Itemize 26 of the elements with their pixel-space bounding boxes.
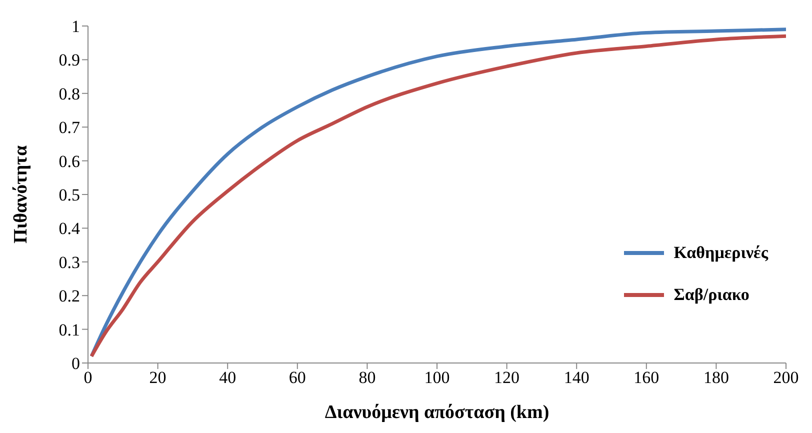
x-tick-label: 100 — [424, 368, 450, 388]
y-tick-label: 0.8 — [58, 84, 80, 104]
y-tick-label: 0.9 — [58, 50, 80, 70]
x-axis-title: Διανυόμενη απόσταση (km) — [324, 402, 550, 423]
y-tick-label: 0.7 — [58, 118, 80, 138]
x-tick-label: 180 — [703, 368, 729, 388]
x-tick-label: 140 — [564, 368, 590, 388]
y-tick-label: 0.5 — [58, 186, 80, 205]
y-tick-label: 0 — [72, 354, 80, 374]
x-tick-label: 200 — [773, 368, 799, 388]
x-tick-label: 40 — [219, 368, 236, 388]
legend-label: Καθημερινές — [674, 243, 768, 263]
y-tick-label: 1 — [72, 17, 80, 36]
y-tick-label: 0.4 — [58, 219, 80, 238]
y-tick-label: 0.1 — [58, 320, 80, 340]
x-tick-label: 20 — [149, 368, 166, 388]
y-axis-title: Πιθανότητα — [10, 145, 32, 244]
x-tick-label: 60 — [288, 368, 306, 388]
y-tick-label: 0.3 — [58, 252, 80, 272]
x-tick-label: 0 — [84, 368, 92, 388]
x-tick-label: 80 — [358, 368, 376, 388]
x-tick-label: 160 — [634, 368, 660, 388]
y-tick-label: 0.6 — [58, 152, 80, 171]
y-tick-label: 0.2 — [58, 286, 80, 306]
legend-label: Σαβ/ριακο — [674, 285, 750, 305]
x-tick-label: 120 — [494, 368, 520, 388]
